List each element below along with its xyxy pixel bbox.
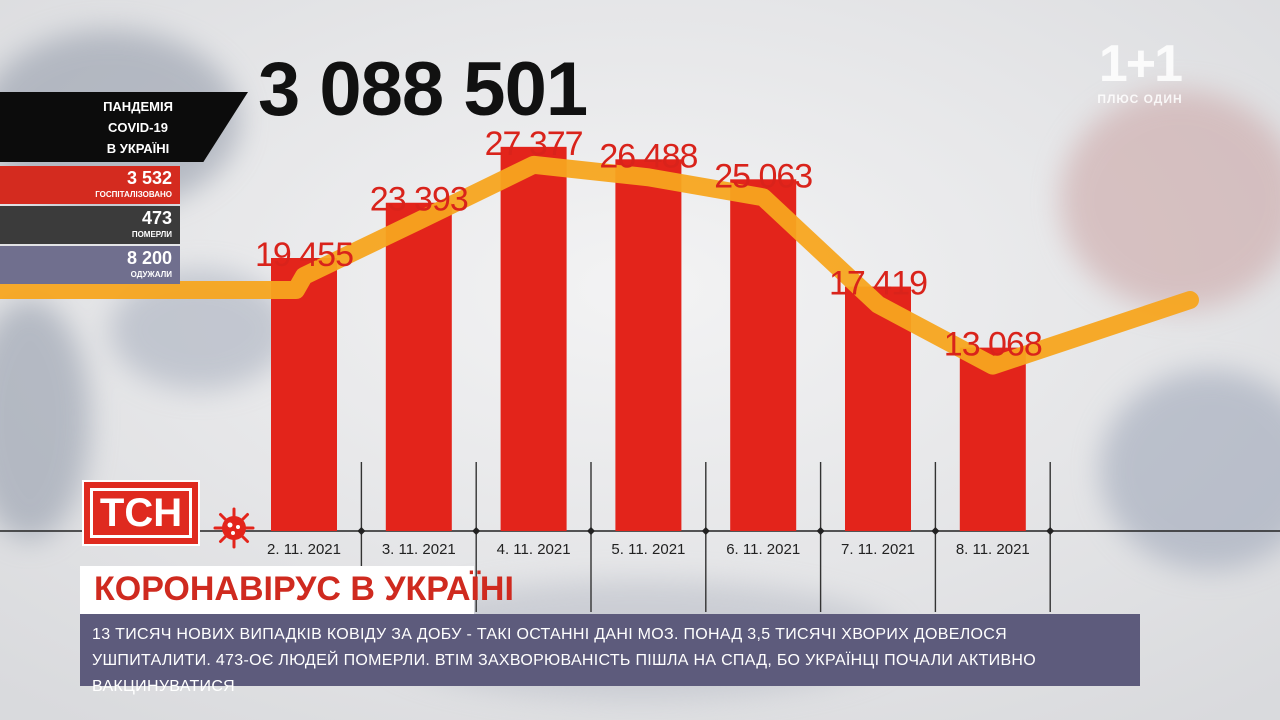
x-tick-label-2: 3. 11. 2021 <box>382 541 456 558</box>
total-cases: 3 088 501 <box>258 47 588 132</box>
channel-logo-mark: 1+1 <box>1098 35 1183 93</box>
deaths-label: ПОМЕРЛИ <box>131 230 172 239</box>
ticker-text: 13 ТИСЯЧ НОВИХ ВИПАДКІВ КОВІДУ ЗА ДОБУ -… <box>92 626 1037 695</box>
bar-1 <box>271 258 337 531</box>
headline-text: КОРОНАВІРУС В УКРАЇНІ <box>94 570 514 608</box>
deaths-value: 473 <box>141 208 172 228</box>
stat-hospitalized: 3 532 ГОСПІТАЛІЗОВАНО <box>0 166 180 204</box>
x-axis-marker-6 <box>931 527 940 535</box>
trend-line <box>0 155 1199 375</box>
bar-value-label-1: 19 455 <box>255 236 353 274</box>
panel-title-line2: COVID-19 <box>108 120 168 135</box>
panel-title-line1: ПАНДЕМІЯ <box>103 99 173 114</box>
bar-value-label-6: 17 419 <box>829 265 927 303</box>
bar-value-label-7: 13 068 <box>944 326 1042 364</box>
x-tick-label-7: 8. 11. 2021 <box>956 541 1030 558</box>
channel-logo: 1+1 ПЛЮС ОДИН <box>1078 38 1202 106</box>
x-axis-marker-2 <box>472 527 481 535</box>
x-tick-label-3: 4. 11. 2021 <box>497 541 571 558</box>
recovered-label: ОДУЖАЛИ <box>130 270 172 279</box>
bar-6 <box>845 286 911 531</box>
stat-deaths: 473 ПОМЕРЛИ <box>0 206 180 244</box>
x-axis-marker-7 <box>1046 527 1055 535</box>
bar-5 <box>730 179 797 531</box>
hospitalized-value: 3 532 <box>126 168 172 188</box>
channel-logo-tagline: ПЛЮС ОДИН <box>1097 92 1183 106</box>
x-tick-label-6: 7. 11. 2021 <box>841 541 915 558</box>
x-tick-label-5: 6. 11. 2021 <box>726 541 800 558</box>
panel-title-line3: В УКРАЇНІ <box>106 141 170 156</box>
x-tick-label-4: 5. 11. 2021 <box>611 541 685 558</box>
news-ticker: 13 ТИСЯЧ НОВИХ ВИПАДКІВ КОВІДУ ЗА ДОБУ -… <box>80 614 1140 695</box>
bar-value-label-2: 23 393 <box>370 181 468 219</box>
bar-value-label-4: 26 488 <box>599 137 697 175</box>
bar-2 <box>385 202 452 531</box>
x-tick-label-1: 2. 11. 2021 <box>267 541 341 558</box>
tsn-logo-text: ТСН <box>90 488 192 538</box>
bar-3 <box>500 146 567 531</box>
x-axis-marker-4 <box>701 527 710 535</box>
pandemic-panel-title: ПАНДЕМІЯ COVID-19 В УКРАЇНІ <box>0 92 248 162</box>
recovered-value: 8 200 <box>126 248 172 268</box>
bar-7 <box>959 347 1026 531</box>
headline-banner: КОРОНАВІРУС В УКРАЇНІ <box>80 566 514 614</box>
hospitalized-label: ГОСПІТАЛІЗОВАНО <box>95 190 172 199</box>
x-axis-marker-5 <box>816 527 825 535</box>
bar-4 <box>615 159 682 532</box>
stat-recovered: 8 200 ОДУЖАЛИ <box>0 246 180 284</box>
x-axis-marker-3 <box>587 527 595 535</box>
x-axis-marker-1 <box>357 527 366 535</box>
bar-value-label-3: 27 377 <box>485 125 583 163</box>
tsn-logo: ТСН <box>82 480 200 546</box>
virus-icon <box>213 507 255 549</box>
bar-value-label-5: 25 063 <box>714 157 812 195</box>
